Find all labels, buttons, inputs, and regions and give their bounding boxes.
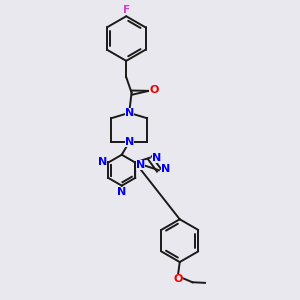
Text: O: O	[149, 85, 159, 95]
Text: N: N	[136, 160, 145, 170]
Text: N: N	[124, 108, 134, 118]
Text: N: N	[117, 187, 126, 196]
Text: N: N	[161, 164, 170, 174]
Text: N: N	[124, 137, 134, 147]
Text: F: F	[123, 5, 130, 15]
Text: N: N	[152, 153, 162, 163]
Text: N: N	[98, 158, 107, 167]
Text: O: O	[173, 274, 183, 284]
